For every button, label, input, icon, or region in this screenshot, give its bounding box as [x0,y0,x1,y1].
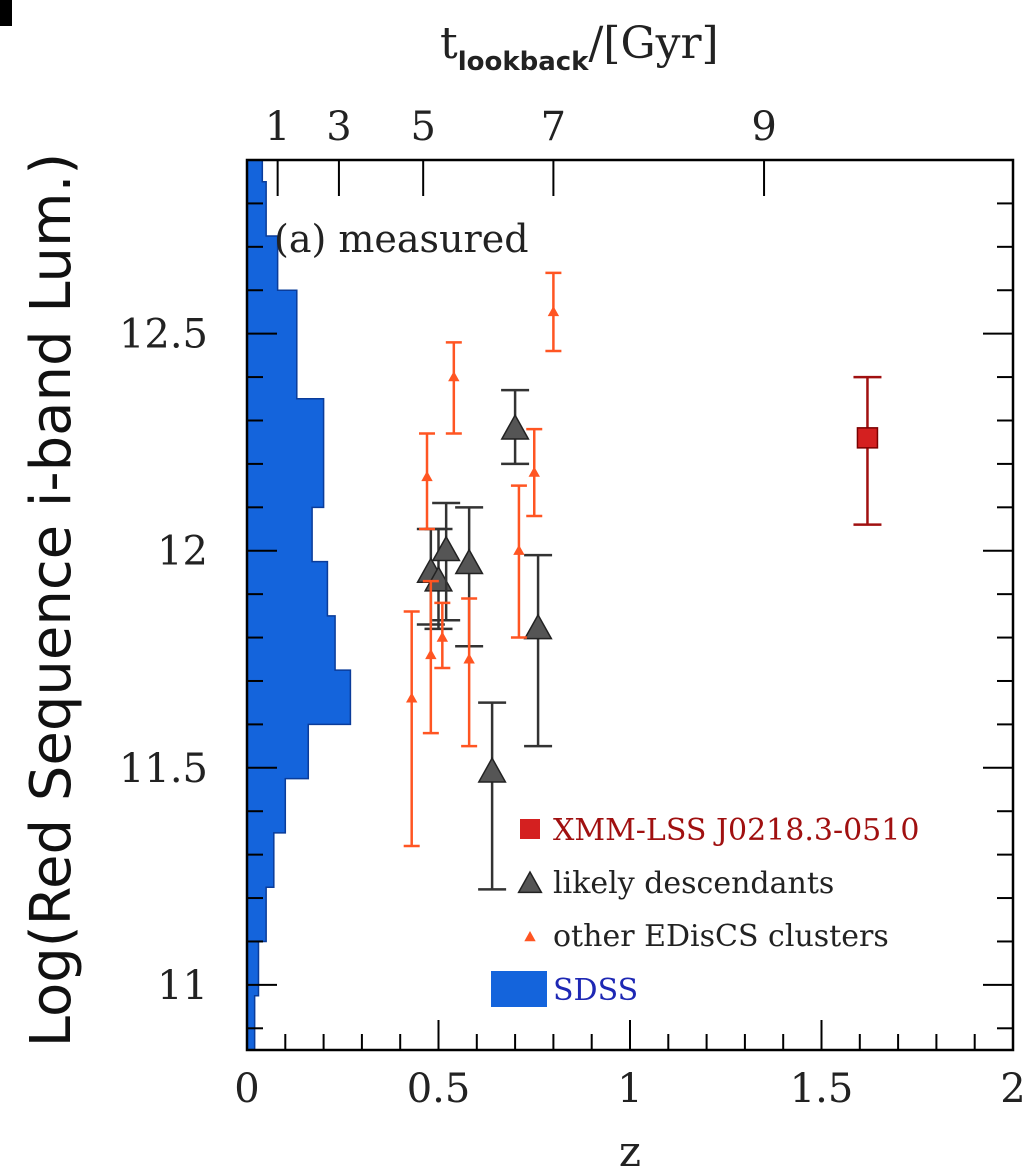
data-point-small-triangle [547,305,560,317]
data-point-small-triangle [421,470,433,482]
x-tick-label: 1.5 [790,1066,854,1112]
legend-label: likely descendants [553,866,834,901]
legend-marker-square [520,819,540,839]
top-axis-title: tlookback/[Gyr] [440,18,719,77]
data-point-triangle [454,548,484,575]
data-point-small-triangle [463,653,475,664]
sdss-histogram-area [246,159,352,1051]
y-tick-label: 12.5 [119,312,208,358]
y-tick-label: 11.5 [119,746,208,792]
y-axis-label: Log(Red Sequence i-band Lum.) [19,153,84,1047]
x-tick-label: 2 [1000,1066,1025,1112]
data-point-small-triangle [528,466,540,477]
legend-marker-box [491,971,547,1007]
y-tick-label: 12 [157,529,208,575]
top-tick-label: 7 [541,104,566,150]
data-point-small-triangle [448,371,460,382]
y-tick-label: 11 [157,963,208,1009]
plot-frame [245,158,1015,1052]
legend-label: SDSS [553,973,638,1008]
data-points [403,271,882,891]
x-axis-label: z [619,1127,641,1174]
legend-marker-small-triangle [524,931,536,942]
data-point-triangle [523,613,553,640]
data-point-triangle [500,413,530,440]
top-tick-label: 5 [410,104,435,150]
data-point-small-triangle [425,648,437,660]
top-tick-label: 9 [751,104,776,150]
data-point-small-triangle [405,692,418,703]
data-point-small-triangle [513,544,525,555]
x-tick-label: 1 [617,1066,642,1112]
top-axis-title-sub: lookback [458,47,589,77]
legend: XMM-LSS J0218.3-0510 likely descendants ot… [491,813,919,1008]
data-point-triangle [477,756,507,783]
panel-label: (a) measured [274,217,529,261]
top-tick-label: 3 [326,104,351,150]
x-tick-label: 0 [234,1066,259,1112]
legend-marker-triangle [517,870,543,894]
legend-label: other EDisCS clusters [553,919,889,954]
data-point-square [856,427,879,449]
top-axis-title-main: t [440,18,458,69]
top-axis-title-rest: /[Gyr] [588,18,718,69]
sdss-histogram [246,159,352,1051]
top-axis-title-text: tlookback/[Gyr] [440,18,719,77]
data-point-triangle [431,535,461,562]
data-point-small-triangle [436,631,449,642]
x-tick-label: 0.5 [407,1066,471,1112]
corner-mark [0,0,12,26]
top-tick-label: 1 [265,104,290,150]
legend-label: XMM-LSS J0218.3-0510 [553,813,919,848]
